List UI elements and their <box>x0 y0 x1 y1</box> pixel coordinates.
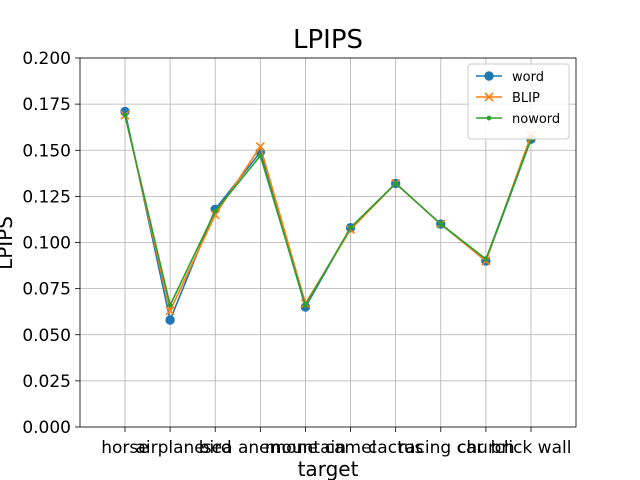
x-tick-label: mountain <box>265 438 346 458</box>
y-tick-label: 0.025 <box>22 372 71 392</box>
y-tick-label: 0.100 <box>22 234 71 254</box>
y-tick-label: 0.075 <box>22 280 71 300</box>
legend-label: word <box>512 70 544 85</box>
data-point-noword <box>438 221 444 227</box>
x-marker-stroke <box>484 92 494 102</box>
legend-entry-BLIP: BLIP <box>476 91 540 106</box>
x-marker-stroke <box>165 306 175 316</box>
y-axis-label: LPIPS <box>0 216 17 270</box>
x-tick-label: camel <box>325 438 377 458</box>
series-word <box>120 106 536 325</box>
x-marker-stroke <box>255 141 265 152</box>
y-tick-label: 0.150 <box>22 141 71 161</box>
y-tick-label: 0.050 <box>22 326 71 346</box>
data-point-noword <box>167 302 173 308</box>
x-tick-label: horse <box>101 438 148 458</box>
legend-entry-noword: noword <box>476 112 560 127</box>
data-point-noword <box>122 112 128 118</box>
x-tick-label: bird <box>199 438 232 458</box>
x-tick-label: cactus <box>368 438 424 458</box>
data-point-noword <box>393 181 399 186</box>
data-point-noword <box>212 208 218 214</box>
data-point-noword <box>348 225 354 231</box>
series-line-noword <box>124 115 532 307</box>
legend-box <box>467 63 570 140</box>
x-tick-label: sea anemone <box>203 438 318 458</box>
y-tick-label: 0.200 <box>22 49 71 69</box>
data-point-BLIP <box>255 141 265 152</box>
data-point-noword <box>302 302 308 308</box>
x-tick-label: church <box>457 438 515 458</box>
series-BLIP <box>120 110 536 316</box>
series-layer <box>120 106 536 325</box>
legend-marker <box>484 71 494 81</box>
y-tick-label: 0.000 <box>22 418 71 438</box>
series-noword <box>122 112 534 308</box>
data-point-word <box>165 315 175 325</box>
legend-marker <box>486 115 492 121</box>
x-tick-label: brick wall <box>491 438 572 458</box>
legend: word BLIP noword <box>467 63 570 140</box>
data-point-noword <box>483 256 489 262</box>
x-tick-label: racing car <box>398 438 483 458</box>
y-tick-label: 0.125 <box>22 187 71 207</box>
x-tick-label: airplane <box>135 438 204 458</box>
legend-label: BLIP <box>512 91 540 106</box>
data-point-BLIP <box>165 306 175 316</box>
axes-layer <box>75 57 577 432</box>
plot-frame <box>79 57 577 428</box>
legend-marker <box>484 92 494 102</box>
legend-label: noword <box>512 112 560 127</box>
chart-title: LPIPS <box>293 25 363 55</box>
x-axis-label: target <box>298 457 359 480</box>
y-tick-label: 0.175 <box>22 95 71 115</box>
data-point-noword <box>257 153 263 159</box>
legend-entry-word: word <box>476 70 544 85</box>
